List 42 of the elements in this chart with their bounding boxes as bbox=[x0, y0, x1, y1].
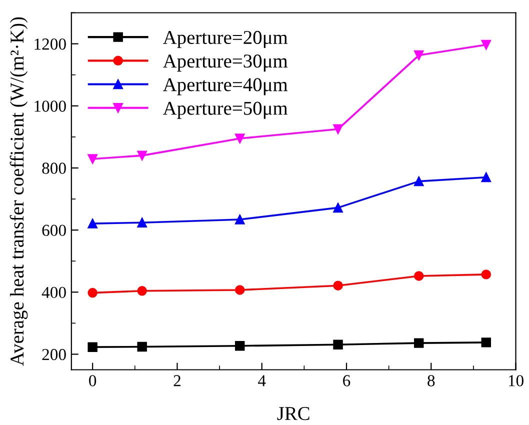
point bbox=[234, 340, 245, 351]
x-tick-label: 2 bbox=[174, 375, 180, 386]
x-tick-label: 8 bbox=[428, 375, 435, 386]
point bbox=[481, 172, 492, 182]
point bbox=[414, 50, 424, 60]
x-tick-label: 6 bbox=[343, 375, 350, 386]
point bbox=[333, 280, 343, 290]
legend-label: Aperture=40μm bbox=[162, 78, 288, 96]
point bbox=[88, 218, 98, 228]
y-tick-label: 600 bbox=[42, 224, 66, 236]
point bbox=[137, 286, 147, 296]
x-axis-title: JRC bbox=[277, 407, 310, 420]
y-tick-label: 1200 bbox=[34, 38, 66, 50]
y-tick-label: 400 bbox=[42, 286, 66, 298]
x-tick-label: 10 bbox=[508, 375, 524, 386]
legend-label: Aperture=30μm bbox=[162, 54, 288, 72]
point bbox=[414, 338, 424, 348]
y-tick-label: 200 bbox=[42, 348, 66, 360]
point bbox=[333, 202, 343, 213]
point bbox=[481, 338, 492, 348]
point bbox=[88, 154, 98, 164]
point bbox=[234, 214, 245, 224]
y-axis-title: Average heat transfer coefficient (W/(m²·K)) bbox=[10, 17, 28, 366]
point bbox=[481, 40, 492, 50]
point bbox=[88, 342, 98, 352]
x-tick-label: 0 bbox=[89, 375, 96, 386]
y-tick-label: 800 bbox=[42, 162, 66, 174]
point bbox=[88, 288, 98, 298]
point bbox=[137, 218, 147, 228]
legend-label: Aperture=20μm bbox=[162, 30, 288, 48]
point bbox=[333, 340, 343, 350]
point bbox=[414, 271, 424, 281]
point bbox=[234, 134, 245, 144]
point bbox=[481, 270, 492, 280]
legend-label: Aperture=50μm bbox=[162, 102, 288, 119]
y-tick-label: 1000 bbox=[34, 100, 66, 112]
point bbox=[333, 124, 343, 134]
point bbox=[137, 342, 147, 352]
x-tick-label: 4 bbox=[258, 375, 266, 386]
point bbox=[234, 285, 245, 295]
point bbox=[414, 176, 424, 186]
point bbox=[137, 150, 147, 160]
